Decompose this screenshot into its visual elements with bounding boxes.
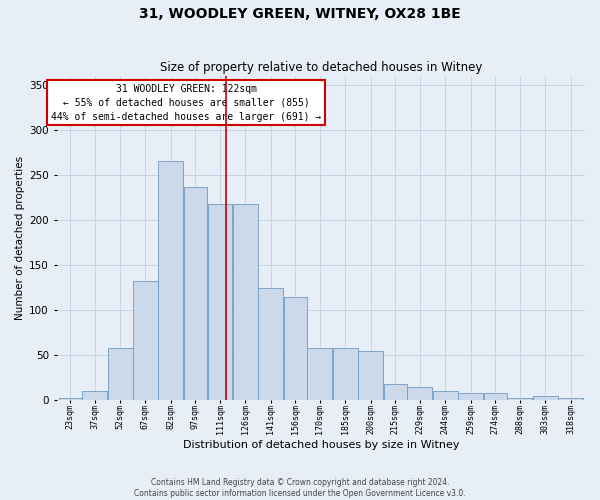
Bar — [133, 282, 158, 401]
Bar — [508, 398, 532, 400]
Bar — [107, 348, 133, 401]
Bar — [383, 384, 407, 400]
Title: Size of property relative to detached houses in Witney: Size of property relative to detached ho… — [160, 62, 482, 74]
Bar — [208, 204, 232, 400]
Bar — [358, 350, 383, 401]
Bar — [82, 392, 107, 400]
Bar — [458, 393, 483, 400]
Bar — [533, 396, 557, 400]
Bar — [259, 288, 283, 401]
Bar — [333, 348, 358, 401]
Text: 31, WOODLEY GREEN, WITNEY, OX28 1BE: 31, WOODLEY GREEN, WITNEY, OX28 1BE — [139, 8, 461, 22]
Bar — [233, 204, 258, 400]
Bar — [158, 162, 184, 400]
Y-axis label: Number of detached properties: Number of detached properties — [15, 156, 25, 320]
Bar — [433, 392, 458, 400]
Bar — [558, 398, 583, 400]
Bar — [407, 387, 433, 400]
Text: 31 WOODLEY GREEN: 122sqm
← 55% of detached houses are smaller (855)
44% of semi-: 31 WOODLEY GREEN: 122sqm ← 55% of detach… — [51, 84, 321, 122]
Text: Contains HM Land Registry data © Crown copyright and database right 2024.
Contai: Contains HM Land Registry data © Crown c… — [134, 478, 466, 498]
Bar — [484, 393, 507, 400]
X-axis label: Distribution of detached houses by size in Witney: Distribution of detached houses by size … — [182, 440, 459, 450]
Bar — [284, 296, 307, 401]
Bar — [59, 398, 82, 400]
Bar — [184, 186, 207, 400]
Bar — [307, 348, 332, 401]
